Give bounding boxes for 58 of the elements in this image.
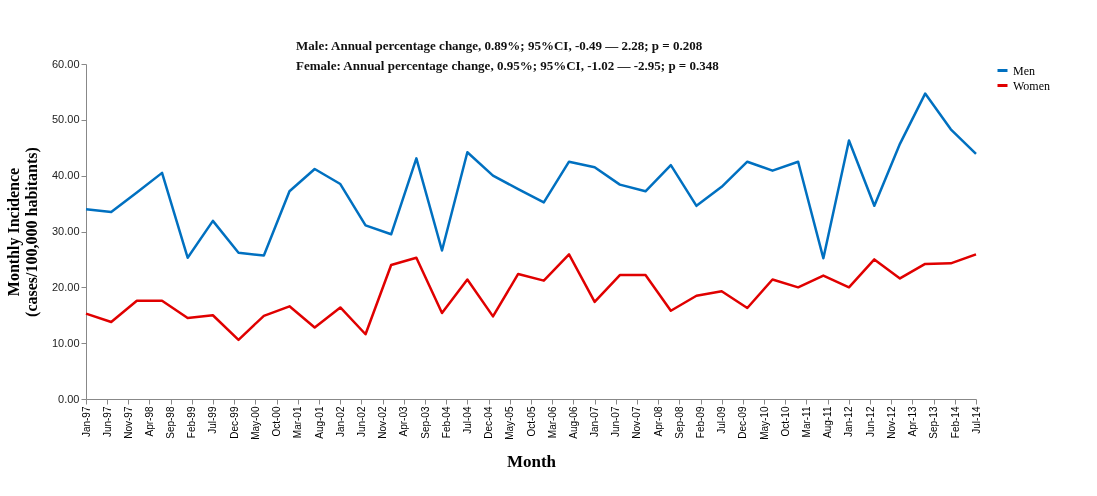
- x-tick-label: May-00: [249, 406, 261, 440]
- x-tick-label: Dec-99: [228, 406, 240, 439]
- x-tick-label: Feb-04: [440, 406, 452, 439]
- x-tick-label: Mar-01: [292, 406, 304, 439]
- x-tick-label: Jun-12: [864, 406, 876, 438]
- x-tick-label: Feb-14: [949, 406, 961, 439]
- x-tick-label: Apr-98: [143, 406, 155, 437]
- x-tick-label: Jan-97: [80, 406, 92, 438]
- x-tick-label: May-05: [504, 406, 516, 440]
- y-axis-title: Monthly Incidence (cases/100,000 habitants): [4, 147, 41, 317]
- x-tick-label: May-10: [758, 406, 770, 440]
- y-tick-label: 40.00: [51, 169, 80, 182]
- line-series: [84, 92, 978, 260]
- x-tick-label: Sep-98: [165, 406, 177, 439]
- x-tick-label: Apr-03: [398, 406, 410, 437]
- x-tick-label: Dec-04: [483, 406, 495, 439]
- x-tick-label: Sep-13: [928, 406, 940, 439]
- x-tick-label: Jul-99: [207, 406, 219, 434]
- x-tick-label: Mar-11: [800, 406, 812, 438]
- y-tick-label: 50.00: [51, 113, 80, 126]
- annotation: Female: Annual percentage change, 0.95%; 95%CI, -1.02 — -2.95; p = 0.348: [296, 58, 720, 73]
- text: Male: Annual percentage change, 0.89%; 95%CI, -0.49 — 2.28; p = 0.208: [296, 38, 703, 53]
- line-series: [84, 253, 978, 342]
- y-tick-label: 0.00: [58, 392, 80, 405]
- x-tick-label: Feb-99: [186, 406, 198, 439]
- y-tick-label: 10.00: [51, 336, 80, 349]
- x-tick-label: Oct-05: [525, 406, 537, 437]
- x-tick-label: Jul-04: [461, 406, 473, 434]
- x-tick-label: Jan-07: [589, 406, 601, 438]
- x-tick-label: Aug-01: [313, 406, 325, 439]
- x-tick-label: Oct-10: [779, 406, 791, 437]
- x-tick-label: Jul-09: [716, 406, 728, 434]
- x-tick-label: Nov-97: [122, 406, 134, 439]
- x-tick-label: Apr-08: [652, 406, 664, 437]
- y-tick-label: 20.00: [51, 280, 80, 293]
- x-tick-label: Apr-13: [906, 406, 918, 437]
- x-tick-label: Aug-11: [822, 406, 834, 439]
- x-tick-label: Nov-02: [377, 406, 389, 439]
- y-tick-label: 60.00: [51, 57, 80, 70]
- y-tick-label: 30.00: [51, 225, 80, 237]
- x-tick-label: Aug-06: [567, 406, 579, 439]
- legend-label: Men: [1013, 63, 1035, 78]
- legend-label: Women: [1013, 78, 1051, 93]
- x-tick-label: Nov-12: [885, 406, 897, 439]
- x-tick-label: Jun-07: [610, 406, 622, 438]
- x-tick-label: Jun-02: [355, 406, 367, 438]
- x-tick-label: Sep-03: [419, 406, 431, 439]
- x-tick-label: Jun-97: [101, 406, 113, 438]
- x-tick-label: Sep-08: [673, 406, 685, 439]
- x-tick-label: Jan-12: [843, 406, 855, 438]
- x-tick-label: Mar-06: [546, 406, 558, 439]
- x-tick-label: Nov-07: [631, 406, 643, 439]
- x-tick-label: Dec-09: [737, 406, 749, 439]
- x-tick-label: Jan-02: [334, 406, 346, 438]
- x-axis-title: Month: [506, 451, 557, 471]
- x-tick-label: Feb-09: [695, 406, 707, 439]
- x-tick-label: Jul-14: [970, 406, 982, 434]
- x-tick-label: Oct-00: [271, 406, 283, 437]
